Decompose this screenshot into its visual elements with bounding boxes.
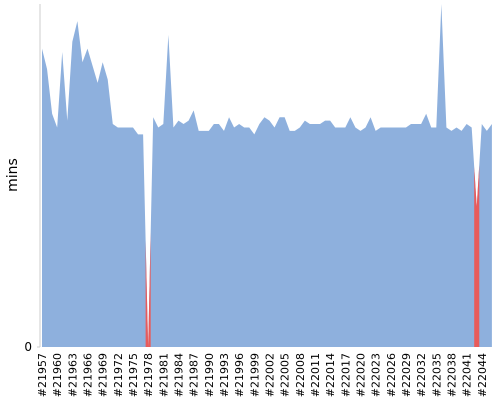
x-tick-label: #21984 — [172, 353, 185, 397]
x-tick-label: #22026 — [385, 353, 398, 397]
x-tick-label: #22035 — [430, 353, 443, 397]
x-tick-label: #21978 — [142, 353, 155, 397]
x-tick-label: #22014 — [324, 353, 337, 397]
x-tick-label: #22023 — [370, 353, 383, 397]
failed-area — [474, 165, 480, 347]
x-tick-label: #21990 — [203, 353, 216, 397]
failed-area — [145, 232, 151, 347]
x-tick-label: #21960 — [51, 353, 64, 397]
x-tick-label: #22020 — [354, 353, 367, 397]
area — [42, 4, 492, 347]
y-axis-label: mins — [5, 158, 21, 192]
x-tick-label: #21963 — [66, 353, 79, 397]
y-tick-label: 0 — [24, 340, 32, 354]
x-tick-label: #21999 — [248, 353, 261, 397]
x-tick-label: #21957 — [36, 353, 49, 397]
x-tick-label: #21993 — [218, 353, 231, 397]
x-tick-label: #22005 — [279, 353, 292, 397]
x-tick-label: #21996 — [233, 353, 246, 397]
x-tick-label: #22029 — [400, 353, 413, 397]
x-tick-label: #22011 — [309, 353, 322, 397]
x-tick-label: #22017 — [339, 353, 352, 397]
x-tick-label: #21969 — [97, 353, 110, 397]
x-tick-label: #22041 — [461, 353, 474, 397]
x-tick-label: #22038 — [445, 353, 458, 397]
x-tick-label: #21987 — [188, 353, 201, 397]
x-tick-label: #22032 — [415, 353, 428, 397]
x-tick-label: #21981 — [157, 353, 170, 397]
x-tick-label: #21966 — [81, 353, 94, 397]
x-tick-label: #22044 — [476, 353, 489, 397]
x-tick-label: #22002 — [263, 353, 276, 397]
x-tick-label: #22008 — [294, 353, 307, 397]
x-tick-label: #21972 — [112, 353, 125, 397]
x-tick-label: #21975 — [127, 353, 140, 397]
